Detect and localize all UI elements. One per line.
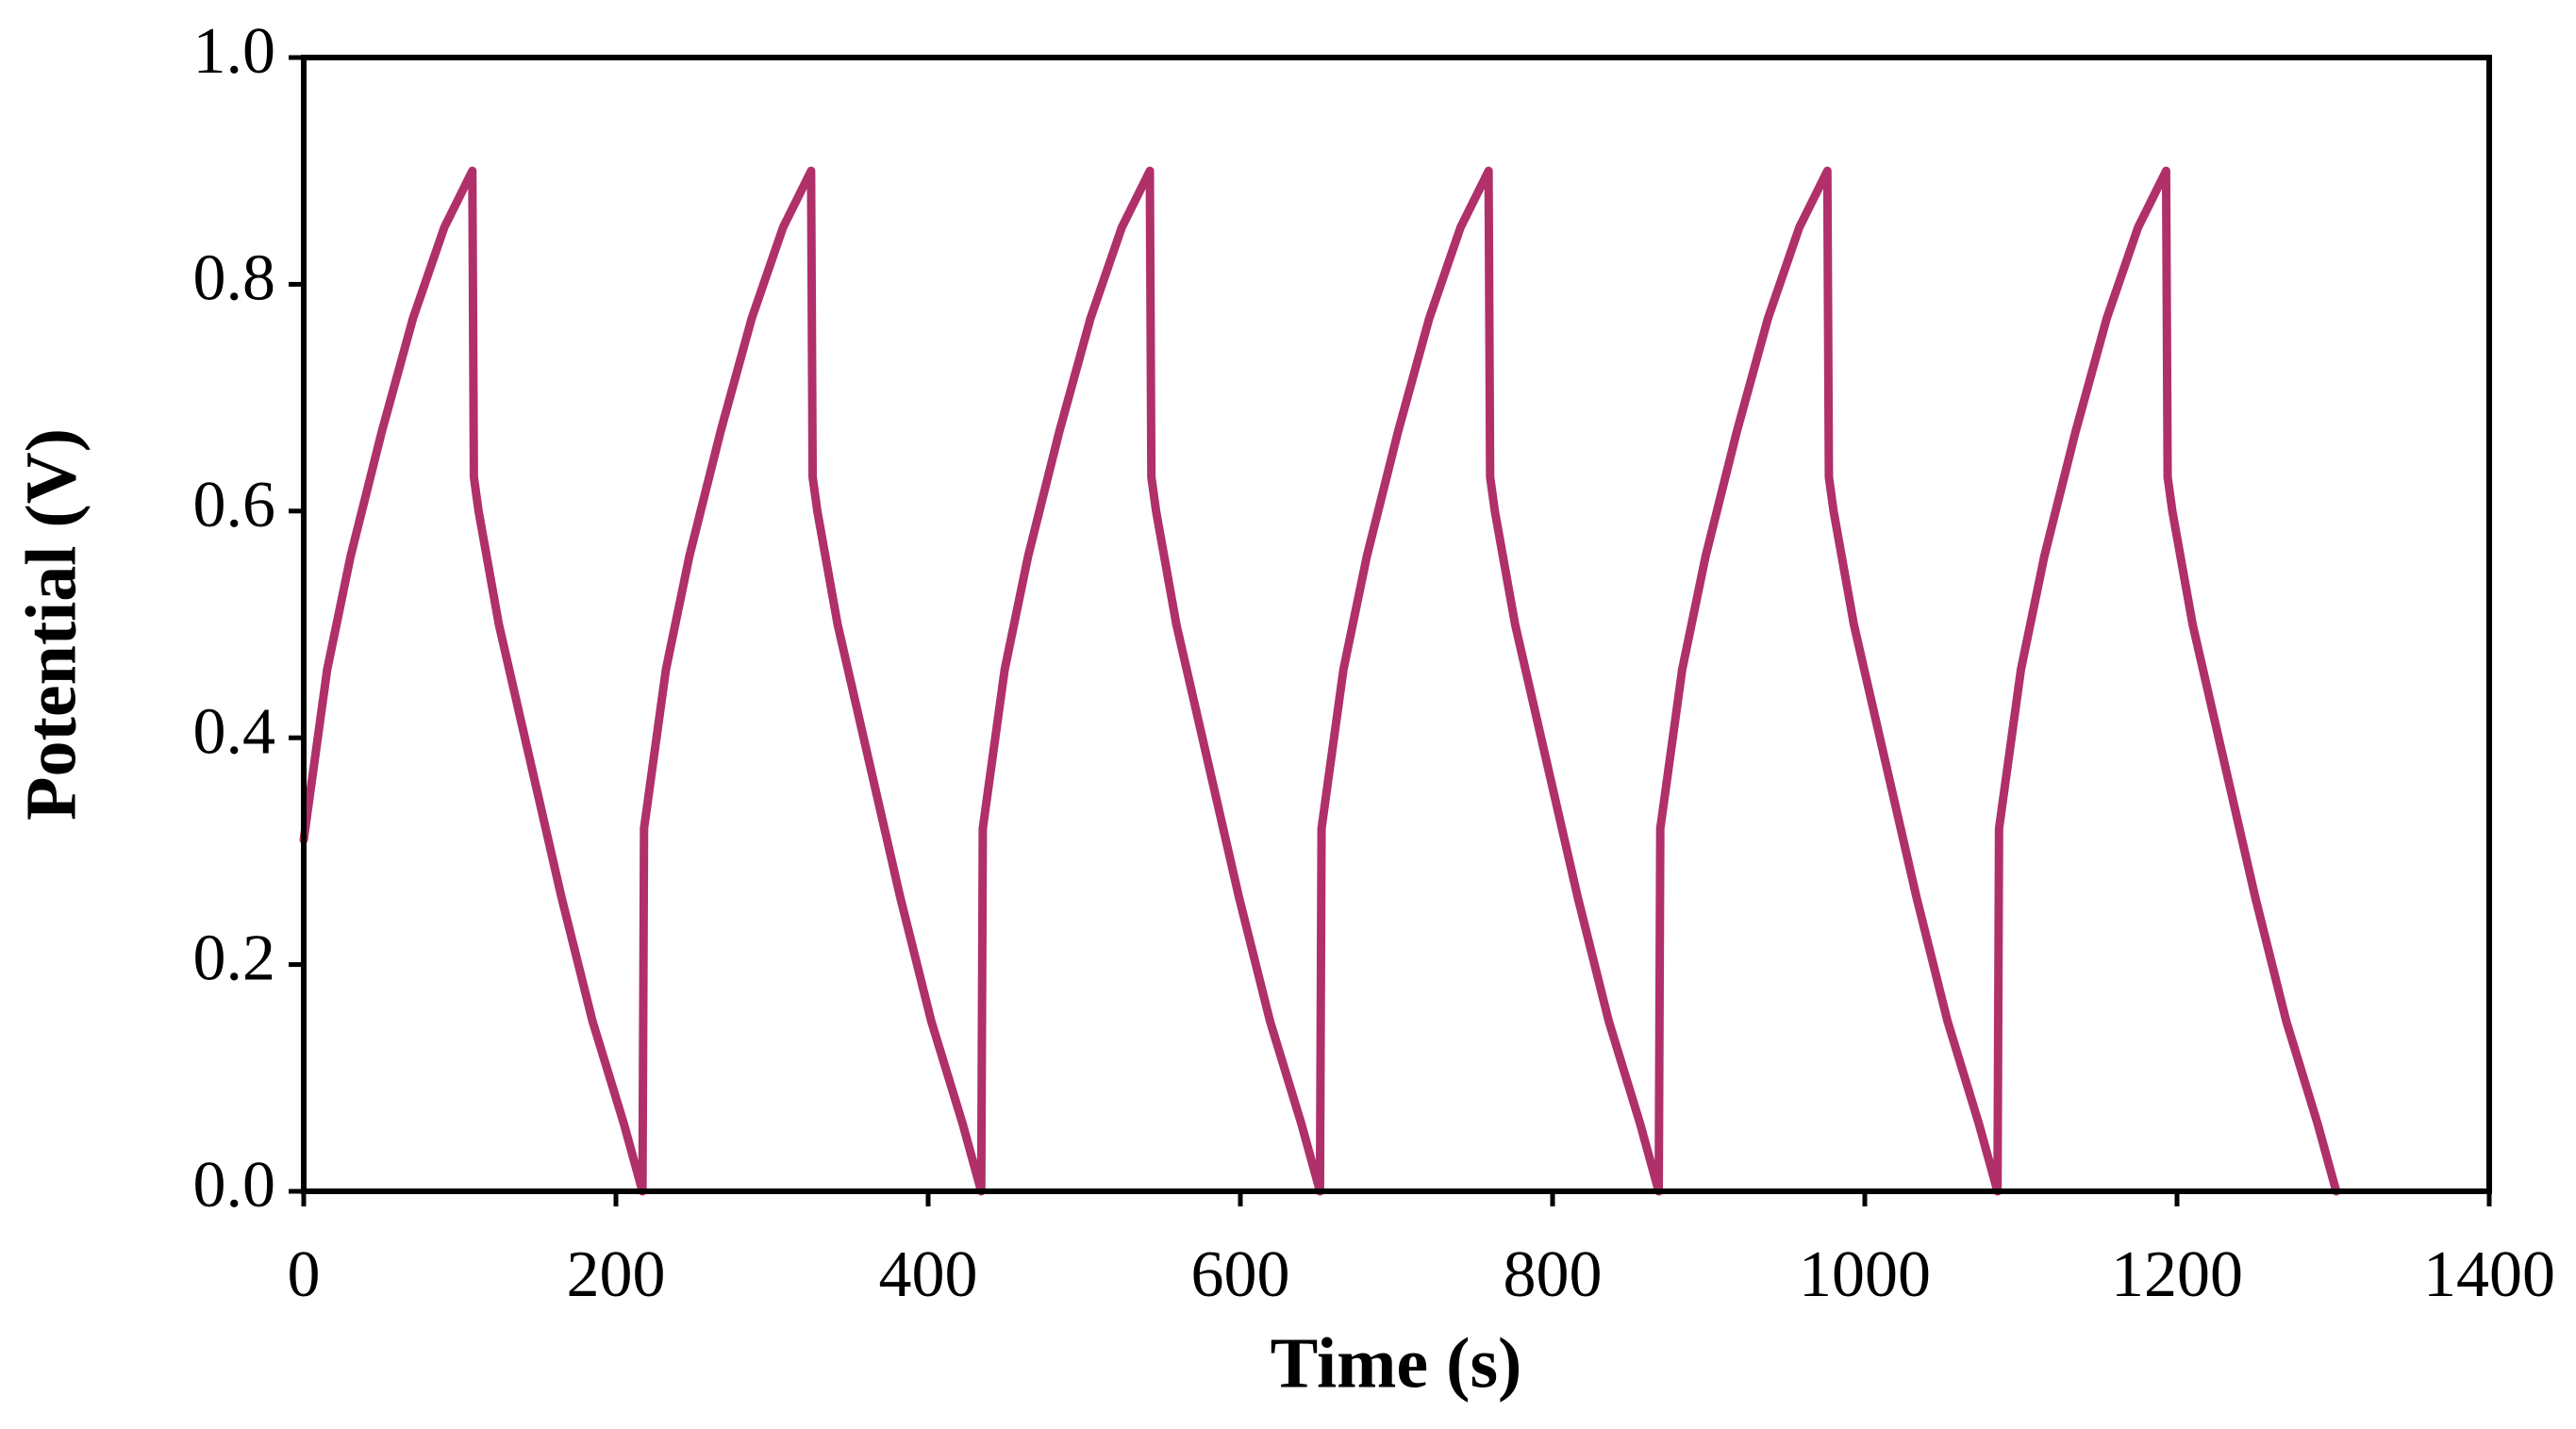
- x-tick-label: 800: [1504, 1238, 1603, 1311]
- x-tick-label: 1400: [2423, 1238, 2555, 1311]
- y-tick-label: 0.6: [193, 469, 276, 541]
- y-tick-label: 0.4: [193, 695, 276, 768]
- data-line: [299, 166, 2341, 1196]
- x-axis-title: Time (s): [1271, 1323, 1522, 1403]
- x-tick-label: 200: [567, 1238, 666, 1311]
- x-tick-label: 600: [1191, 1238, 1290, 1311]
- x-tick-label: 400: [879, 1238, 978, 1311]
- plot-frame: [301, 55, 2492, 1194]
- y-tick-label: 0.0: [193, 1149, 276, 1221]
- y-tick-label: 0.2: [193, 922, 276, 995]
- y-tick-label: 0.8: [193, 241, 276, 314]
- x-tick-label: 0: [288, 1238, 321, 1311]
- x-tick-label: 1000: [1799, 1238, 1931, 1311]
- x-tick-label: 1200: [2111, 1238, 2243, 1311]
- y-axis-title: Potential (V): [11, 428, 91, 821]
- y-tick-label: 1.0: [193, 15, 276, 88]
